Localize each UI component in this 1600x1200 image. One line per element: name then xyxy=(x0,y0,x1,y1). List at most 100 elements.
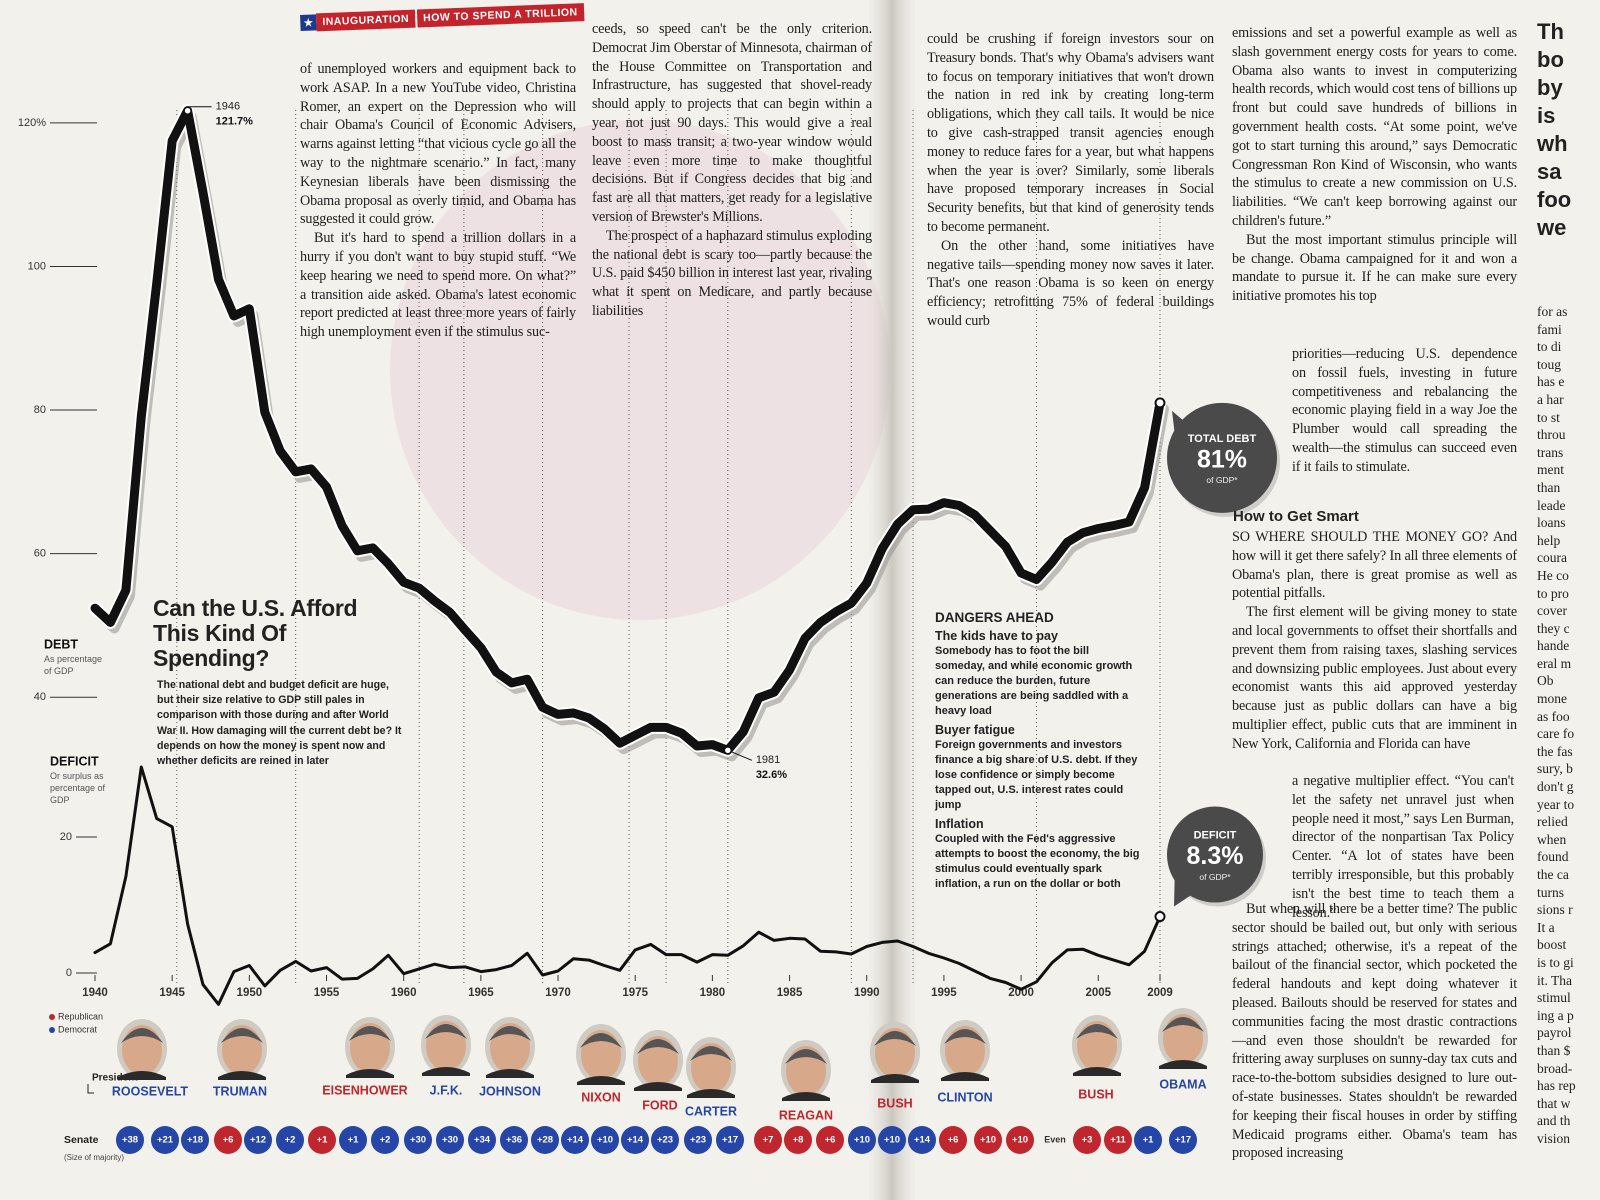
text-line: has e xyxy=(1537,374,1565,390)
paragraph: The first element will be giving money t… xyxy=(1232,604,1517,752)
majority-bubble xyxy=(531,1126,559,1154)
majority-bubble xyxy=(339,1126,367,1154)
text-line: vision xyxy=(1537,1130,1571,1146)
gutter xyxy=(862,0,922,1200)
portrait-suit xyxy=(422,1067,470,1076)
annotation-dot xyxy=(723,746,733,755)
pullquote-line: foo xyxy=(1537,187,1572,212)
text-line: hande xyxy=(1537,638,1570,654)
majority-bubble xyxy=(116,1126,144,1154)
majority-label: Even xyxy=(1044,1134,1066,1144)
paragraph: SO WHERE SHOULD THE MONEY GO? And how wi… xyxy=(1232,529,1517,602)
text-line: payrol xyxy=(1537,1025,1572,1041)
text-line: the ca xyxy=(1537,867,1569,882)
majority-bubble xyxy=(848,1126,876,1154)
x-tick-label: 1960 xyxy=(391,987,417,999)
text-line: eral m xyxy=(1537,655,1572,671)
axis-title: DEBT xyxy=(44,637,78,651)
majority-label: +18 xyxy=(187,1135,203,1146)
text-line: than xyxy=(1537,479,1561,495)
pullquote-line: we xyxy=(1537,215,1567,240)
pullquote-line: wh xyxy=(1537,131,1568,156)
row-label: Senate xyxy=(64,1134,99,1146)
portrait-hair xyxy=(785,1049,827,1064)
president-name: CARTER xyxy=(685,1104,737,1118)
majority-label: +14 xyxy=(914,1135,931,1146)
majority-bubble xyxy=(371,1126,399,1154)
text-line: boost xyxy=(1537,937,1567,953)
portrait-hair xyxy=(580,1033,622,1048)
x-tick-label: 1965 xyxy=(468,987,494,999)
text-line: than $ xyxy=(1537,1042,1571,1058)
president-name: CLINTON xyxy=(937,1090,992,1104)
edge-column: Th bo by is wh sa foo we for as fami to di toug has … xyxy=(1537,18,1600,1148)
text-line: ment xyxy=(1537,462,1564,478)
x-tick-label: 1975 xyxy=(622,987,648,999)
paragraph: emissions and set a powerful example as … xyxy=(1232,25,1517,229)
president-name: TRUMAN xyxy=(213,1084,267,1098)
president-name: JOHNSON xyxy=(479,1084,541,1098)
callout-note: of GDP* xyxy=(1199,872,1231,882)
annotation-year: 1946 xyxy=(216,101,240,113)
text-line: that w xyxy=(1537,1095,1571,1111)
majority-label: +2 xyxy=(380,1135,391,1146)
data-line xyxy=(90,106,1165,755)
annotation-leader xyxy=(727,749,753,761)
portrait-suit xyxy=(634,1082,682,1091)
pullquote-line: is xyxy=(1537,103,1556,128)
text-line: Ob xyxy=(1537,673,1554,689)
callout xyxy=(1167,402,1277,513)
majority-label: +2 xyxy=(285,1135,296,1146)
portrait-hair xyxy=(637,1039,679,1054)
portrait-suit xyxy=(1159,1060,1207,1069)
text-line: It a xyxy=(1537,919,1555,935)
majority-label: +34 xyxy=(474,1135,491,1146)
text-column: ceeds, so speed can't be the only criter… xyxy=(592,20,872,321)
text-column: of unemployed workers and equipment back… xyxy=(300,60,576,342)
x-tick-label: 2000 xyxy=(1008,987,1034,999)
text-line: don't g xyxy=(1537,779,1574,795)
axis-subtitle: Or surplus as percentage of GDP xyxy=(50,771,106,805)
president-name: OBAMA xyxy=(1159,1077,1206,1091)
y-tick-label: 20 xyxy=(60,831,72,843)
x-tick-label: 1970 xyxy=(545,987,571,999)
x-tick-label: 1945 xyxy=(159,987,185,999)
portrait-suit xyxy=(687,1089,735,1098)
portrait-hair xyxy=(874,1031,916,1046)
text-line: relied xyxy=(1537,814,1568,830)
portrait-hair xyxy=(690,1046,732,1061)
majority-label: +1 xyxy=(1143,1135,1155,1146)
pullquote-line: bo xyxy=(1537,47,1564,72)
annotation-value: 32.6% xyxy=(756,769,787,781)
text-line: sions r xyxy=(1537,902,1573,918)
president-name: NIXON xyxy=(581,1090,621,1104)
x-tick-label: 2005 xyxy=(1085,987,1111,999)
x-tick-label: 1950 xyxy=(237,987,263,999)
text-line: coura xyxy=(1537,550,1567,566)
portrait-hair xyxy=(425,1024,467,1039)
majority-label: +1 xyxy=(348,1135,360,1146)
annotation-value: 121.7% xyxy=(216,116,254,128)
text-line: broad- xyxy=(1537,1060,1573,1076)
axis-title: DEFICIT xyxy=(50,754,99,768)
majority-label: +36 xyxy=(506,1135,522,1146)
president-name: FORD xyxy=(642,1098,677,1112)
text-line: when xyxy=(1537,831,1567,847)
y-tick-label: 40 xyxy=(34,691,46,703)
majority-label: +10 xyxy=(1012,1135,1028,1146)
majority-label: +17 xyxy=(1175,1135,1191,1146)
sidebar-text: Foreign governments and investors financ… xyxy=(935,739,1138,811)
majority-bubble xyxy=(651,1126,679,1154)
majority-bubble xyxy=(1169,1126,1197,1154)
sidebar-text: Somebody has to foot the bill someday, a… xyxy=(935,645,1133,717)
majority-label: +12 xyxy=(250,1135,266,1146)
sidebar: DANGERS AHEAD The kids have to pay Somebo… xyxy=(935,610,1140,892)
data-line xyxy=(93,765,1162,1006)
portrait-suit xyxy=(941,1072,989,1081)
majority-label: +1 xyxy=(317,1135,329,1146)
majority-label: +17 xyxy=(722,1135,738,1146)
text-line: found xyxy=(1537,849,1569,865)
majority-label: +7 xyxy=(763,1135,774,1146)
intro-title: Can the U.S. Afford This Kind Of Spendin… xyxy=(153,595,358,671)
